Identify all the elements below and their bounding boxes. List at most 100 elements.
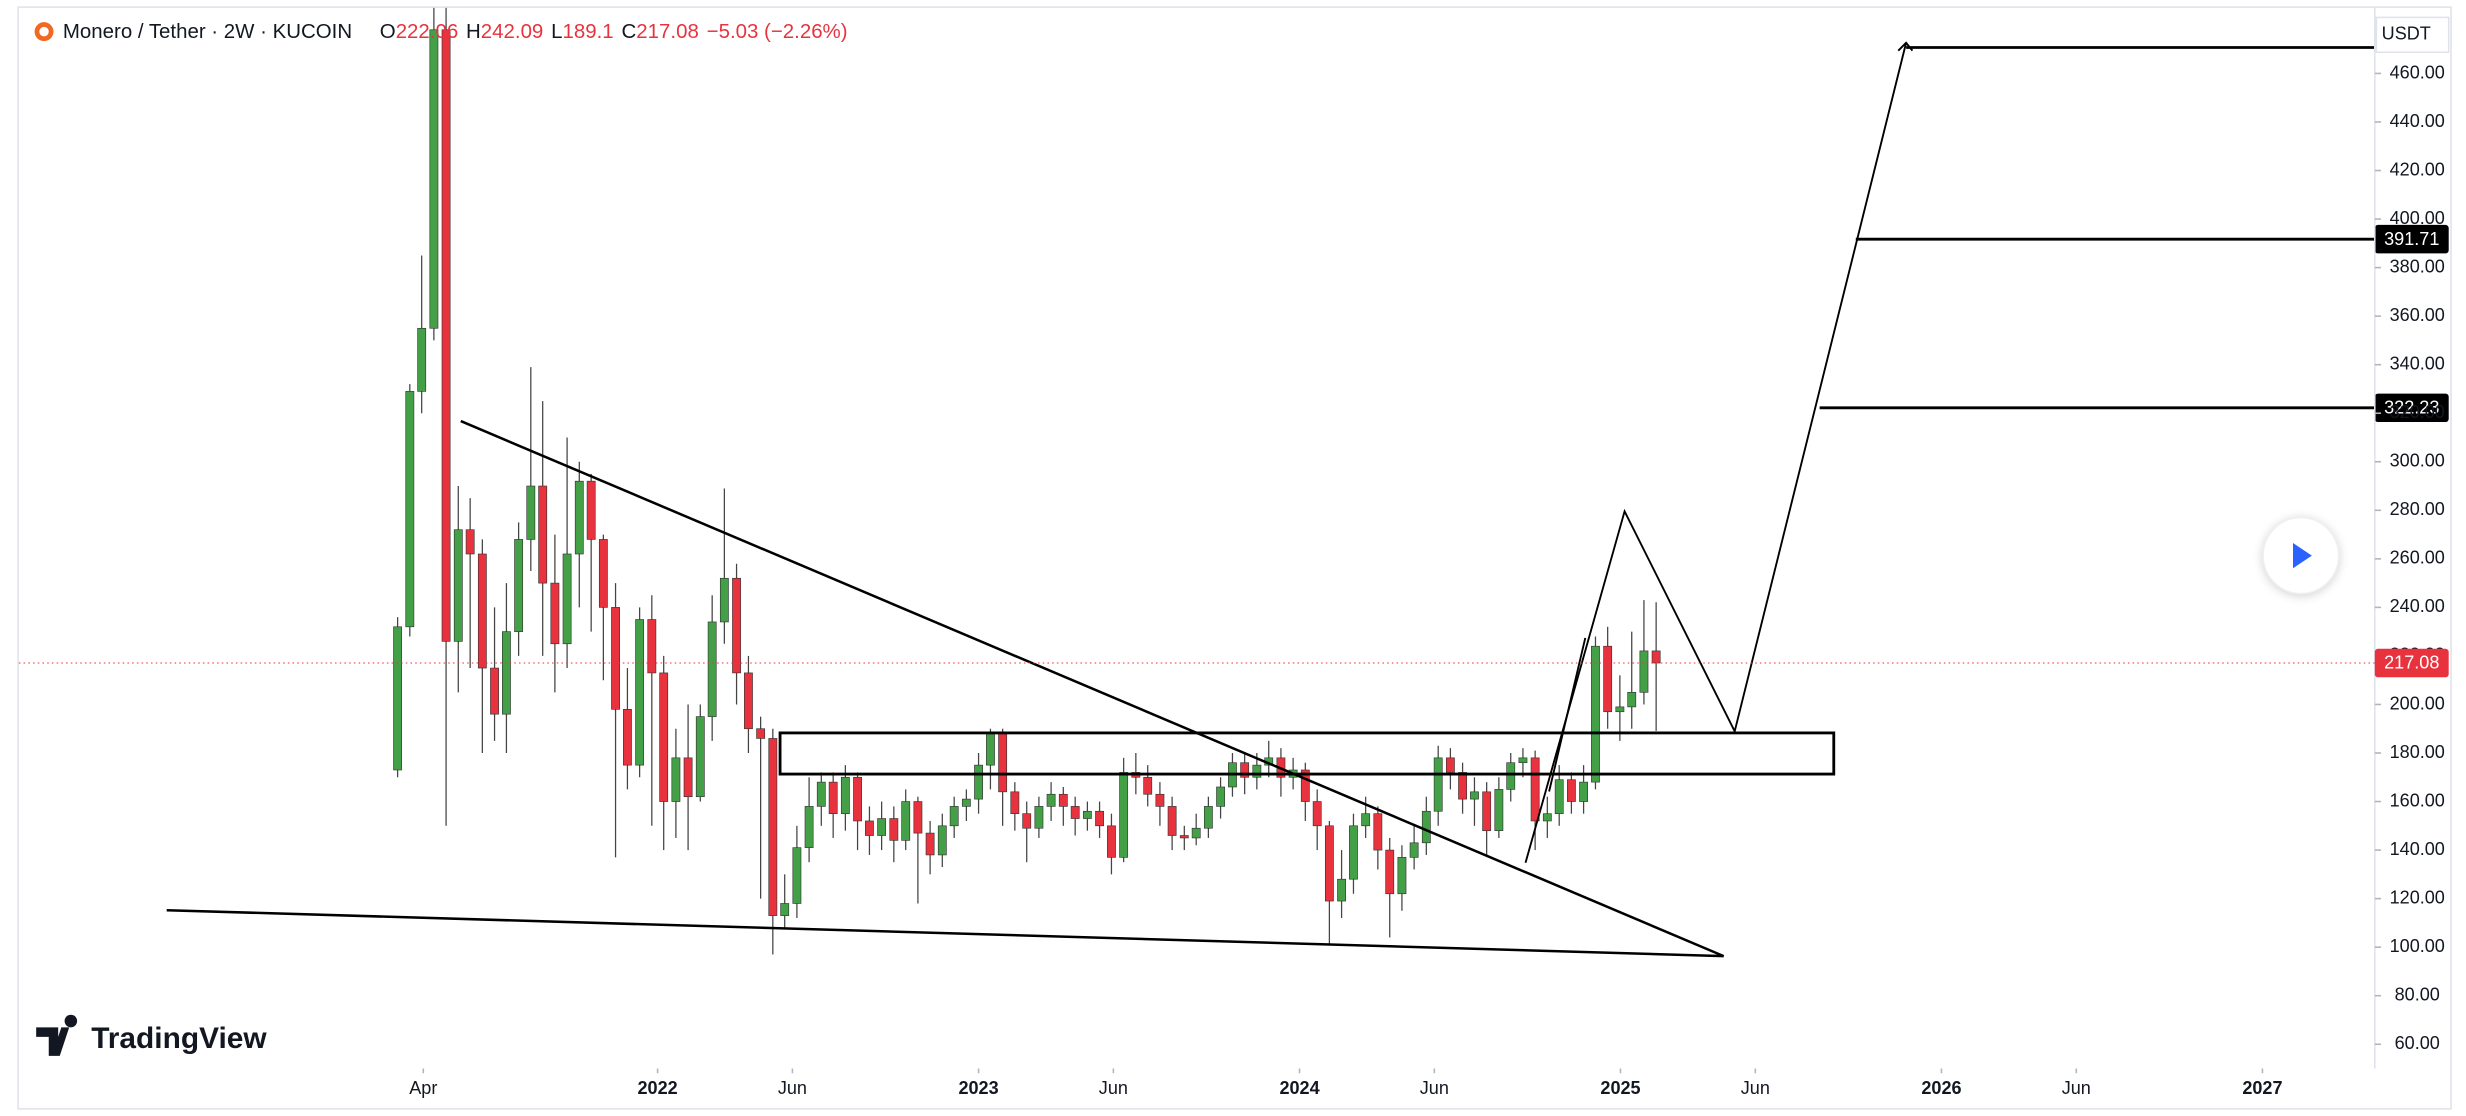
candle-body: [1349, 825, 1358, 880]
candle-body: [889, 818, 899, 841]
levels: 391.71 322.23: [1819, 224, 2449, 423]
projection-path: [1524, 42, 1908, 863]
play-icon[interactable]: [2293, 542, 2312, 569]
x-tick-label: 2025: [1600, 1078, 1640, 1098]
candle-body: [683, 757, 693, 798]
candle-body: [865, 820, 874, 836]
y-tick-label: 200.00: [2390, 693, 2445, 713]
breakout-line: [1548, 637, 1587, 792]
candle-body: [1397, 857, 1407, 895]
candle-body: [853, 776, 862, 822]
candle-body: [1518, 757, 1528, 764]
candle-body: [792, 847, 802, 904]
candle-body: [1627, 692, 1637, 708]
frame: [17, 6, 2452, 1110]
candle-body: [465, 529, 475, 555]
candle-body: [1421, 810, 1431, 844]
level-label: 391.71: [2384, 229, 2439, 249]
candle-body: [1579, 781, 1588, 802]
falling-trendline: [460, 419, 1725, 958]
y-tick-label: 160.00: [2390, 790, 2445, 810]
y-tick-label: 80.00: [2395, 984, 2440, 1004]
candle-body: [828, 781, 838, 814]
candle-body: [526, 485, 536, 540]
y-tick-label: 400.00: [2390, 208, 2445, 228]
candle-body: [502, 631, 511, 715]
ohlc-letter: O: [380, 21, 396, 44]
candle-body: [405, 391, 415, 628]
candle-body: [840, 776, 850, 814]
y-tick-label: 320.00: [2390, 402, 2445, 422]
y-tick-label: 60.00: [2395, 1033, 2440, 1053]
y-tick-label: 240.00: [2390, 596, 2445, 616]
x-tick-label: 2027: [2242, 1078, 2282, 1098]
candle-body: [744, 672, 753, 730]
y-tick-label: 380.00: [2390, 256, 2445, 276]
x-tick-label: 2026: [1921, 1078, 1961, 1098]
candle-body: [695, 716, 705, 798]
unit-label: USDT: [2382, 24, 2431, 44]
ohlc-value: 217.08: [636, 21, 698, 44]
y-tick-label: 340.00: [2390, 353, 2445, 373]
candle-body: [925, 832, 935, 856]
candle-body: [550, 582, 560, 645]
y-tick-label: 180.00: [2390, 742, 2445, 762]
candle-body: [623, 708, 632, 766]
drawings: [166, 41, 2375, 958]
candle-body: [1651, 650, 1661, 664]
candle-body: [816, 781, 826, 807]
candle-body: [1445, 757, 1455, 773]
candle-body: [1591, 645, 1600, 783]
candle-body: [998, 733, 1008, 793]
candle-body: [1167, 806, 1177, 836]
logo-mark: [36, 1014, 78, 1056]
x-tick-label: Jun: [1420, 1078, 1449, 1098]
candle-body: [1095, 810, 1104, 827]
candle-body: [441, 29, 451, 642]
ohlc-letter: C: [622, 21, 637, 44]
x-tick-label: Jun: [1741, 1078, 1770, 1098]
candle-body: [1082, 810, 1092, 819]
candle-body: [1337, 878, 1346, 902]
candle-body: [671, 757, 681, 802]
x-tick-label: 2024: [1279, 1078, 1319, 1098]
y-tick-label: 280.00: [2390, 499, 2445, 519]
candle-body: [598, 539, 608, 608]
candle-body: [1143, 776, 1153, 795]
candle-body: [1361, 813, 1371, 827]
x-tick-label: Apr: [409, 1078, 437, 1098]
candle-body: [1240, 762, 1250, 778]
candle-body: [901, 801, 911, 841]
candle-body: [1433, 757, 1443, 812]
unit-box: USDT: [2375, 16, 2450, 54]
candle-body: [1046, 793, 1056, 807]
play-button[interactable]: [2262, 516, 2340, 595]
level-tag: [2374, 393, 2449, 423]
y-tick-label: 420.00: [2390, 159, 2445, 179]
candle-body: [937, 825, 947, 856]
ohlc-value: 242.09: [481, 21, 543, 44]
candle-body: [1070, 806, 1080, 819]
unit-frame: [2375, 16, 2450, 54]
candle-body: [1179, 835, 1189, 839]
candle-body: [1373, 813, 1383, 851]
ohlc-change: −5.03 (−2.26%): [707, 21, 848, 44]
candle-body: [732, 577, 741, 674]
candle-body: [1058, 793, 1068, 807]
candle-body: [1530, 757, 1540, 822]
x-tick-label: Jun: [1099, 1078, 1128, 1098]
candle-body: [611, 607, 620, 710]
last-price-label: 217.08: [2384, 653, 2439, 673]
candle-body: [1639, 650, 1649, 693]
candle-body: [961, 798, 971, 807]
candle-body: [719, 577, 729, 623]
candle-body: [1409, 842, 1419, 858]
candle-body: [538, 485, 548, 584]
candle-body: [393, 626, 403, 771]
candle-body: [756, 728, 766, 739]
x-tick-label: Jun: [2062, 1078, 2091, 1098]
candle-body: [1312, 801, 1322, 827]
candle-body: [659, 672, 669, 802]
